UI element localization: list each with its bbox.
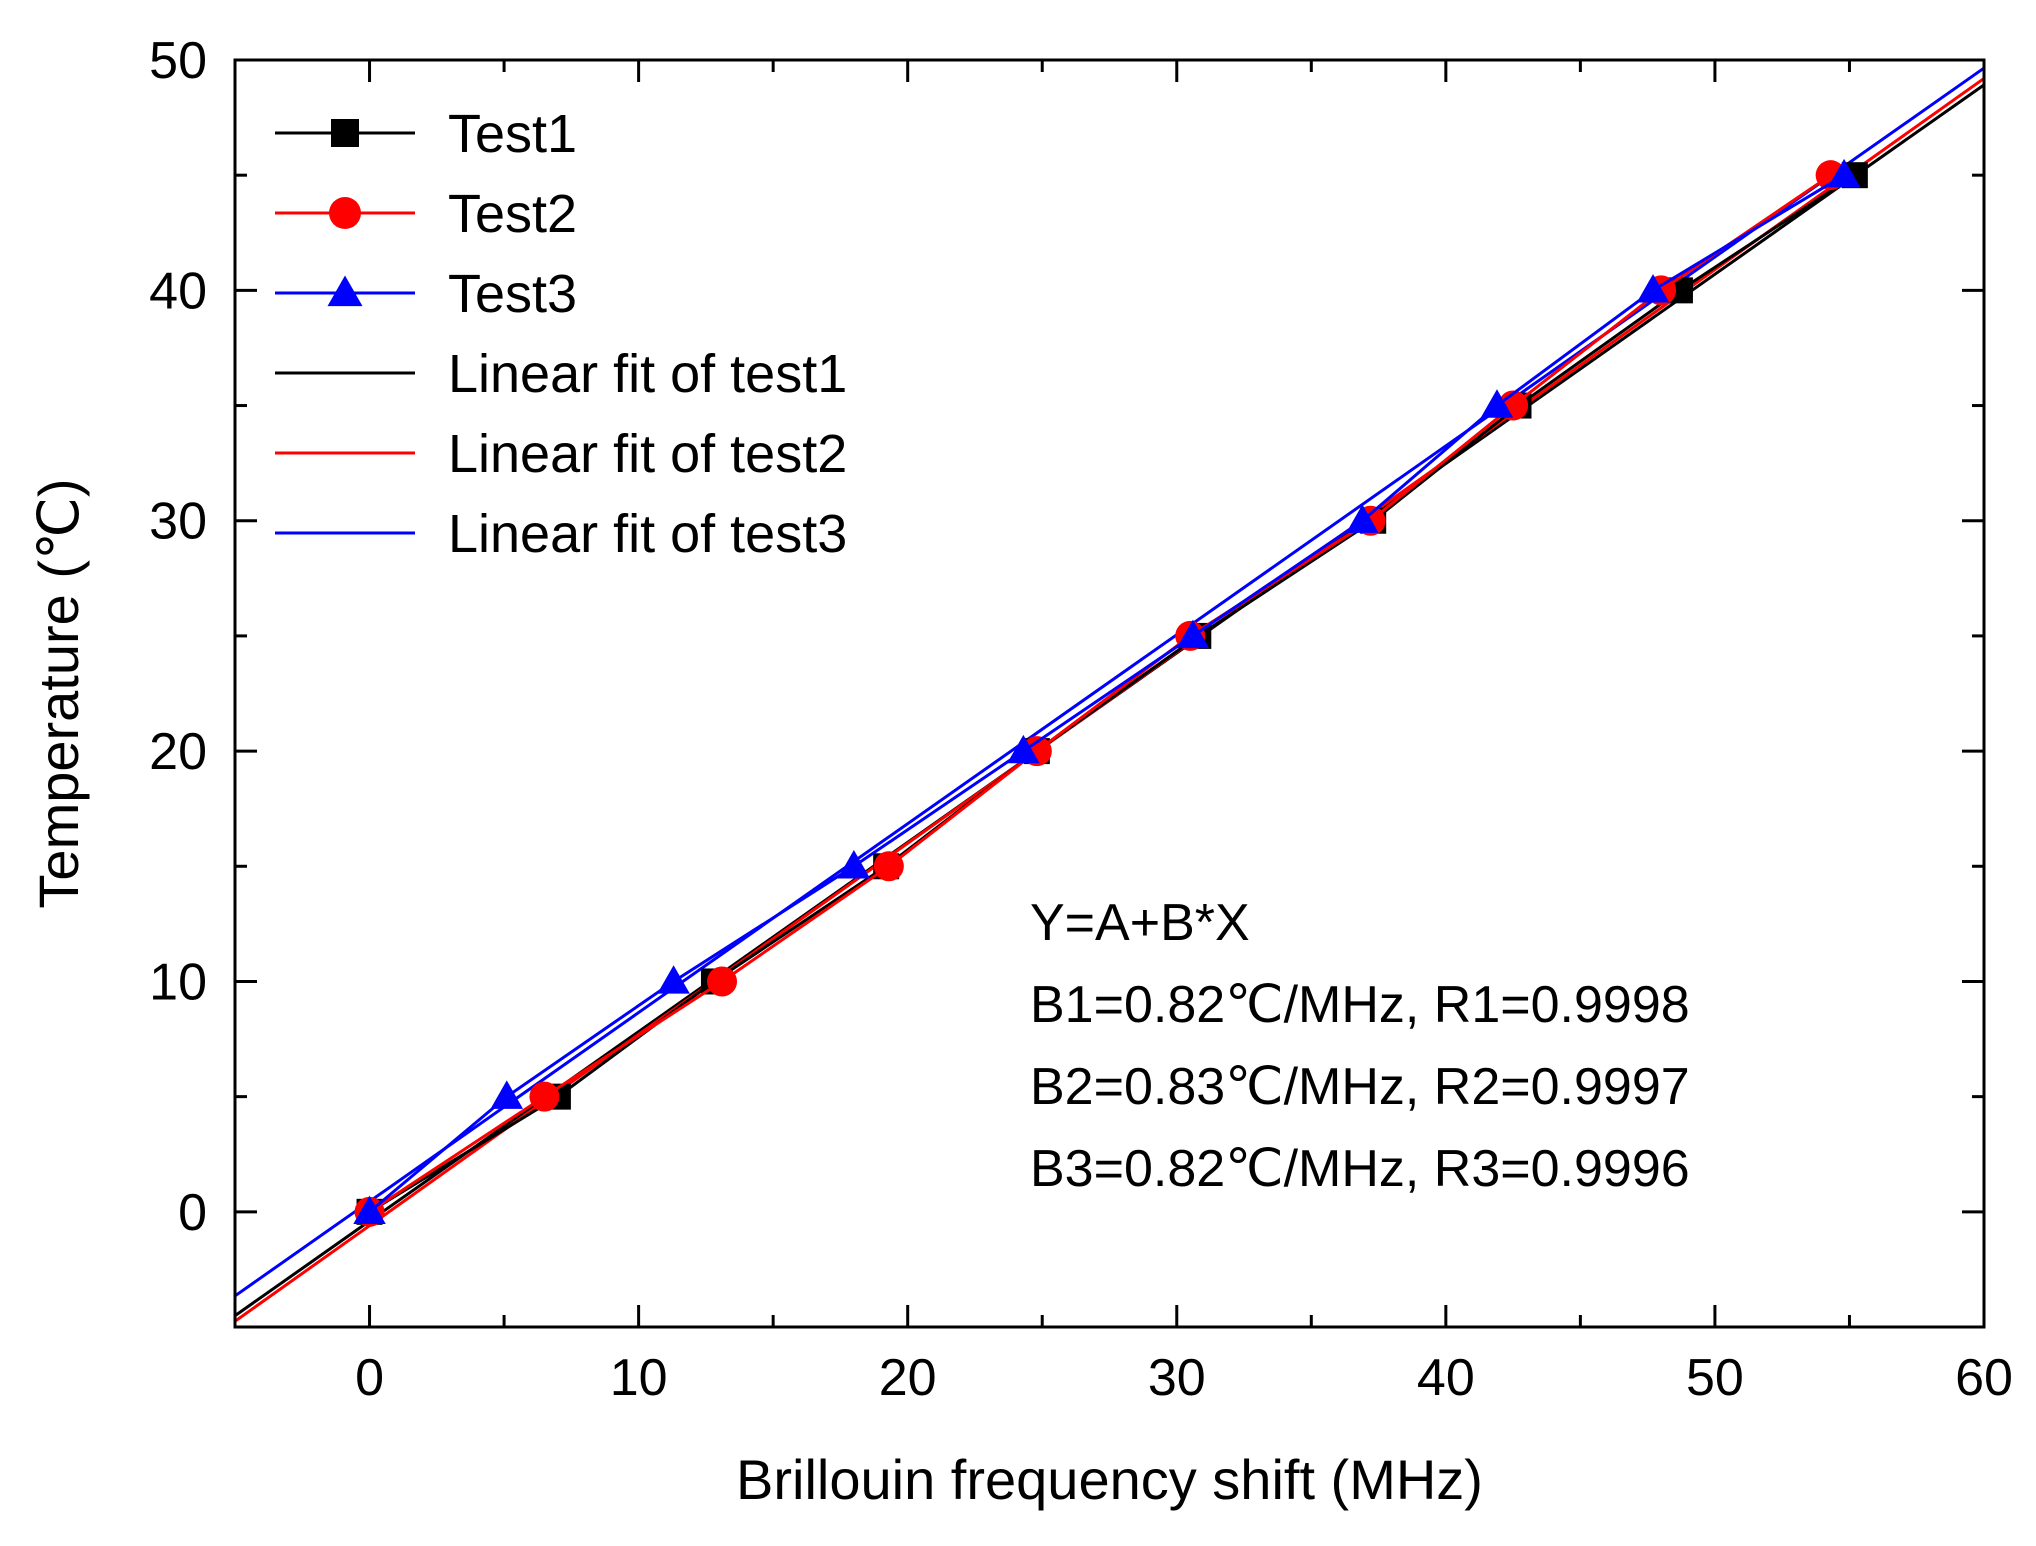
data-point-test3 (1007, 734, 1040, 764)
annotation-line: B1=0.82℃/MHz, R1=0.9998 (1030, 976, 1690, 1034)
data-point-test3 (1176, 619, 1210, 649)
legend-label: Linear fit of test2 (448, 424, 847, 484)
y-tick-label: 0 (178, 1184, 207, 1242)
legend-entry: Linear fit of test1 (275, 344, 847, 404)
legend-swatch-marker (327, 275, 363, 307)
legend-label: Test3 (448, 264, 577, 324)
legend-label: Linear fit of test1 (448, 344, 847, 404)
y-tick-label: 10 (149, 953, 207, 1011)
series-line-test3 (368, 173, 1845, 1213)
fit-annotation: Y=A+B*X B1=0.82℃/MHz, R1=0.9998 B2=0.83℃/M… (1030, 894, 1690, 1198)
legend-entry: Test3 (275, 264, 577, 324)
x-tick-label: 40 (1417, 1349, 1475, 1407)
data-point-test3 (1346, 504, 1379, 533)
fit-line-3 (235, 66, 1984, 1298)
annotation-line: Y=A+B*X (1030, 894, 1250, 952)
legend-entry: Test1 (275, 104, 577, 164)
x-tick-label: 0 (355, 1349, 384, 1407)
data-point-test2 (873, 851, 904, 882)
data-point-test3 (1636, 274, 1670, 303)
legend-entry: Linear fit of test2 (275, 424, 847, 484)
y-tick-label: 30 (149, 493, 207, 551)
data-point-test3 (837, 850, 871, 879)
x-tick-label: 20 (879, 1349, 937, 1407)
axes: 0 10 20 30 40 50 60 0 10 20 30 40 50 Brillouin freque… (27, 32, 2013, 1511)
data-point-test2 (529, 1081, 560, 1112)
y-tick-label: 40 (149, 262, 207, 320)
x-tick-label: 60 (1955, 1349, 2013, 1407)
series-line-test2 (368, 173, 1832, 1214)
data-point-test3 (490, 1080, 524, 1109)
data-point-test3 (1480, 389, 1514, 418)
data-series (353, 158, 1868, 1227)
annotation-line: B3=0.82℃/MHz, R3=0.9996 (1030, 1140, 1690, 1198)
data-point-test3 (353, 1195, 386, 1225)
annotation-line: B2=0.83℃/MHz, R2=0.9997 (1030, 1058, 1690, 1116)
x-tick-label: 10 (610, 1349, 668, 1407)
legend-entry: Linear fit of test3 (275, 504, 847, 564)
x-axis-title: Brillouin frequency shift (MHz) (736, 1448, 1483, 1511)
data-point-test3 (657, 965, 690, 994)
y-tick-label: 20 (149, 723, 207, 781)
legend-swatch-marker (331, 119, 359, 147)
data-point-test2 (707, 966, 738, 997)
legend: Test1 Test2 Test3 Linear fit of test1 Linear… (275, 104, 847, 564)
plot-frame (233, 58, 1986, 1329)
y-tick-label: 50 (149, 32, 207, 90)
legend-label: Linear fit of test3 (448, 504, 847, 564)
data-point-test3 (1827, 158, 1861, 188)
legend-label: Test2 (448, 184, 577, 244)
legend-label: Test1 (448, 104, 577, 164)
legend-swatch-marker (329, 197, 361, 229)
x-tick-label: 30 (1148, 1349, 1206, 1407)
legend-entry: Test2 (275, 184, 577, 244)
y-axis-title: Temperature (℃) (27, 478, 90, 908)
series-test3 (353, 158, 1861, 1225)
x-tick-label: 50 (1686, 1349, 1744, 1407)
